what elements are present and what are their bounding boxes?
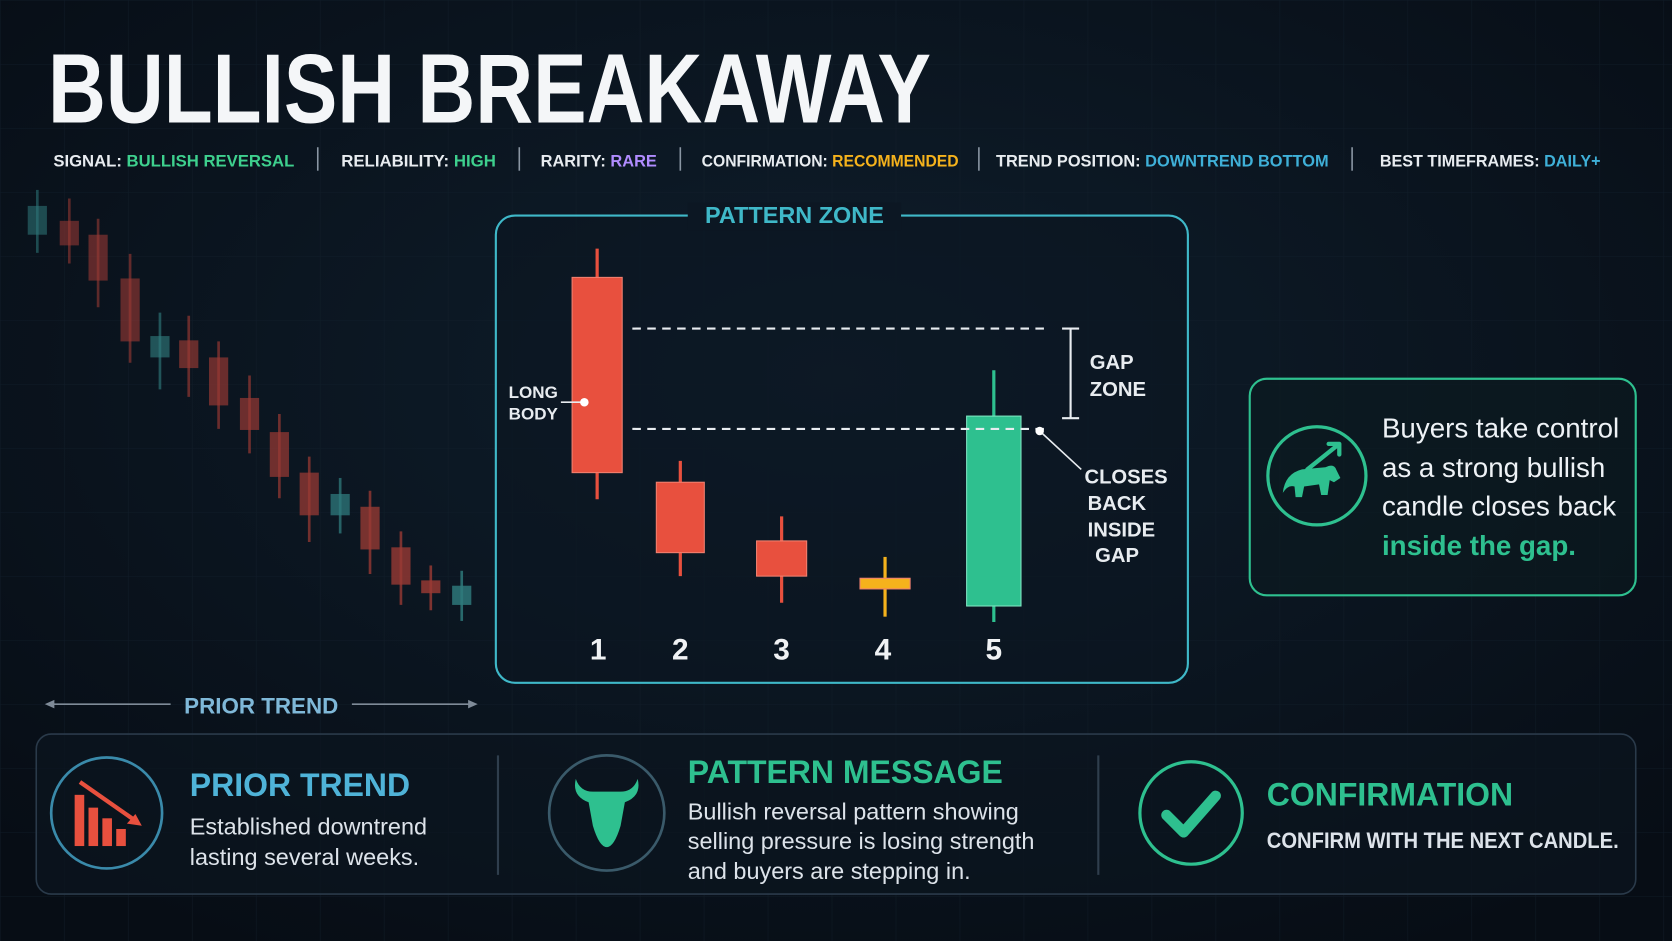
card-icon-ring [1138, 760, 1244, 866]
candle-body [88, 234, 108, 281]
gap-bracket [1062, 327, 1080, 420]
arrow-head [44, 699, 55, 709]
gap-label: GAP [1090, 352, 1134, 374]
callout-box [1248, 377, 1637, 597]
badge-value: DOWNTREND BOTTOM [1145, 151, 1328, 170]
candle-body [360, 506, 380, 550]
closes-back-label: CLOSES [1084, 466, 1167, 488]
footer-box [35, 733, 1637, 895]
callout-text: Buyers take control [1382, 412, 1619, 443]
card-text: CONFIRM WITH THE NEXT CANDLE. [1267, 828, 1619, 853]
title: BULLISH BREAKAWAY [48, 34, 931, 144]
candle-body [655, 481, 705, 554]
candle-body [239, 397, 260, 430]
badge-row: SIGNAL: BULLISH REVERSAL RELIABILITY: HIG… [53, 147, 1601, 171]
badge: RELIABILITY: HIGH [341, 151, 496, 170]
candle-number: 4 [875, 633, 892, 666]
candle-body [269, 432, 289, 477]
pattern-candles [571, 248, 1022, 622]
arrow-icon [1305, 441, 1342, 472]
candle-body [421, 580, 441, 594]
candle-number: 5 [986, 633, 1003, 666]
pattern-zone-title: PATTERN ZONE [705, 202, 884, 228]
pointer-line [1039, 430, 1082, 471]
card-text: and buyers are stepping in. [688, 858, 971, 884]
card-title: PRIOR TREND [190, 767, 410, 803]
prior-trend-label: PRIOR TREND [184, 693, 338, 718]
card-text: Established downtrend [190, 813, 427, 839]
closes-back-label: BACK [1088, 493, 1147, 515]
candle-body [966, 415, 1022, 607]
card-text: lasting several weeks. [190, 844, 419, 870]
title-gap [687, 202, 902, 231]
candle-body [59, 220, 79, 246]
candle-body [756, 540, 808, 577]
callout-text: candle closes back [1382, 490, 1616, 521]
prior-trend-candles [27, 189, 472, 621]
candle-body [452, 585, 472, 605]
candle-number: 3 [773, 633, 790, 666]
badge: RARITY: RARE [541, 151, 657, 170]
badge-label: SIGNAL: [53, 151, 122, 170]
long-body-label: BODY [509, 404, 559, 423]
badge-value: DAILY+ [1544, 151, 1600, 170]
long-body-label: LONG [509, 383, 558, 402]
candle-body [150, 336, 170, 358]
candle-body [179, 340, 199, 369]
candle-body [859, 577, 911, 590]
badge-label: RELIABILITY: [341, 151, 449, 170]
badge: SIGNAL: BULLISH REVERSAL [53, 151, 294, 170]
bull-head-icon [574, 778, 639, 848]
badge-value: RARE [610, 151, 656, 170]
card-icon-ring [547, 754, 666, 872]
card-text: selling pressure is losing strength [688, 828, 1035, 854]
bull-icon [1282, 465, 1341, 498]
badge-label: TREND POSITION: [996, 151, 1141, 170]
candle-body [209, 357, 229, 406]
candle-body [330, 493, 350, 516]
candle-number: 2 [672, 633, 689, 666]
check-icon [1161, 790, 1221, 838]
candle-body [571, 276, 623, 474]
pointer-dot [1035, 426, 1044, 436]
card-title: CONFIRMATION [1267, 776, 1513, 812]
card-text: Bullish reversal pattern showing [688, 798, 1019, 824]
badge-label: RARITY: [541, 151, 606, 170]
badge: TREND POSITION: DOWNTREND BOTTOM [996, 151, 1329, 170]
gap-label: ZONE [1090, 379, 1146, 401]
badge-value: HIGH [454, 151, 496, 170]
card-icon-ring [49, 756, 164, 870]
candle-number: 1 [590, 633, 607, 666]
candle-body [391, 547, 411, 585]
badge: CONFIRMATION: RECOMMENDED [702, 151, 959, 170]
pointer-dot [580, 397, 589, 407]
downtrend-icon [74, 780, 142, 847]
callout-highlight: inside the gap. [1382, 530, 1576, 561]
callout-icon-ring [1266, 425, 1368, 527]
candle-body [27, 205, 47, 235]
badge-label: BEST TIMEFRAMES: [1380, 151, 1540, 170]
closes-back-label: GAP [1095, 545, 1139, 567]
candle-body [120, 278, 140, 342]
card-title: PATTERN MESSAGE [688, 754, 1003, 790]
closes-back-label: INSIDE [1088, 520, 1155, 542]
badge: BEST TIMEFRAMES: DAILY+ [1380, 151, 1601, 170]
badge-value: RECOMMENDED [832, 151, 958, 170]
arrow-head [468, 699, 478, 709]
badge-label: CONFIRMATION: [702, 151, 828, 170]
candle-numbers: 1 2 3 4 5 [590, 633, 1002, 666]
candle-body [299, 472, 319, 516]
badge-value: BULLISH REVERSAL [127, 151, 295, 170]
callout-text: as a strong bullish [1382, 452, 1605, 483]
